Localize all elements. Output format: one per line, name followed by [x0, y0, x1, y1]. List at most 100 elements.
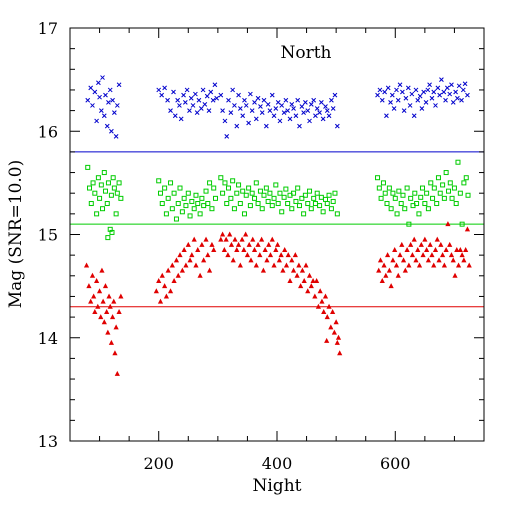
cross-stroke: [210, 97, 216, 103]
data-point-cross: [237, 106, 243, 111]
data-point-cross: [90, 103, 95, 108]
data-point-square: [246, 185, 252, 191]
data-point-triangle: [459, 252, 465, 258]
cross-stroke: [324, 108, 330, 113]
data-point-triangle: [415, 246, 421, 252]
data-point-triangle: [436, 257, 442, 263]
data-point-cross: [261, 97, 267, 103]
data-point-square: [102, 188, 108, 194]
cross-stroke: [208, 89, 214, 95]
data-point-square: [108, 192, 114, 198]
data-point-cross: [401, 108, 407, 113]
data-point-square: [247, 203, 253, 209]
data-point-cross: [289, 102, 295, 107]
data-point-triangle: [445, 221, 451, 227]
data-point-cross: [100, 75, 105, 80]
data-point-cross: [206, 108, 212, 113]
data-point-cross: [269, 92, 275, 98]
data-point-triangle: [244, 252, 251, 258]
data-point-square: [302, 192, 308, 198]
data-point-square: [241, 211, 247, 217]
cross-stroke: [193, 91, 198, 97]
data-point-triangle: [243, 231, 249, 237]
data-point-cross: [96, 80, 101, 86]
cross-stroke: [283, 97, 289, 103]
data-point-cross: [226, 97, 231, 103]
cross-stroke: [388, 99, 393, 105]
data-point-triangle: [173, 257, 180, 263]
cross-stroke: [220, 108, 225, 113]
data-point-square: [185, 190, 191, 196]
data-point-triangle: [195, 246, 201, 252]
data-point-cross: [375, 92, 380, 98]
data-point-triangle: [99, 267, 105, 273]
data-point-triangle: [381, 262, 387, 268]
cross-stroke: [206, 108, 212, 113]
data-point-cross: [94, 118, 99, 124]
data-point-triangle: [392, 246, 398, 252]
data-point-triangle: [377, 257, 384, 263]
data-point-square: [447, 180, 453, 186]
reference-lines: [70, 151, 484, 308]
data-point-cross: [273, 106, 279, 111]
data-points: [83, 75, 472, 376]
data-point-square: [253, 180, 259, 186]
data-point-cross: [443, 97, 448, 103]
data-point-square: [296, 203, 302, 209]
data-point-triangle: [167, 288, 174, 294]
data-point-square: [461, 180, 467, 186]
data-point-cross: [271, 113, 277, 119]
data-point-triangle: [321, 308, 327, 314]
data-point-square: [199, 195, 205, 201]
data-point-square: [457, 190, 463, 196]
data-point-triangle: [464, 226, 471, 232]
cross-stroke: [178, 116, 184, 122]
data-point-triangle: [262, 246, 268, 252]
data-point-square: [226, 185, 232, 191]
cross-stroke: [447, 91, 453, 97]
data-point-cross: [419, 106, 425, 111]
data-point-cross: [114, 103, 120, 108]
data-point-square: [293, 198, 299, 204]
data-point-cross: [303, 99, 308, 105]
cross-stroke: [443, 97, 448, 103]
data-point-square: [318, 194, 324, 200]
data-point-square: [380, 180, 386, 186]
data-point-cross: [429, 95, 435, 101]
y-tick-label: 13: [38, 432, 58, 451]
data-point-triangle: [253, 262, 259, 268]
cross-stroke: [106, 99, 111, 105]
data-point-cross: [334, 123, 340, 129]
data-point-square: [388, 206, 394, 212]
data-point-square: [334, 211, 340, 217]
data-point-cross: [427, 82, 432, 88]
data-point-cross: [456, 83, 462, 89]
cross-stroke: [453, 89, 458, 95]
data-point-cross: [112, 110, 117, 116]
cross-stroke: [85, 97, 91, 103]
data-point-square: [419, 185, 425, 191]
data-point-triangle: [337, 350, 343, 356]
data-point-cross: [162, 85, 167, 91]
data-point-square: [390, 190, 396, 196]
data-point-square: [267, 190, 273, 196]
x-tick-label: 600: [380, 454, 411, 473]
data-point-square: [95, 175, 101, 181]
data-point-cross: [259, 110, 265, 116]
data-point-triangle: [301, 277, 307, 283]
cross-stroke: [419, 106, 425, 111]
data-point-square: [428, 180, 434, 186]
data-point-square: [418, 194, 424, 200]
data-point-cross: [243, 103, 249, 108]
cross-stroke: [259, 110, 265, 116]
data-point-cross: [277, 118, 283, 124]
data-point-triangle: [153, 288, 159, 294]
data-point-square: [201, 203, 207, 209]
data-point-square: [87, 185, 93, 191]
data-point-square: [85, 164, 91, 170]
cross-stroke: [444, 85, 450, 91]
data-point-triangle: [169, 262, 175, 268]
y-axis-title: Mag (SNR=10.0): [6, 160, 26, 309]
data-point-cross: [103, 92, 108, 98]
data-point-cross: [395, 97, 401, 103]
